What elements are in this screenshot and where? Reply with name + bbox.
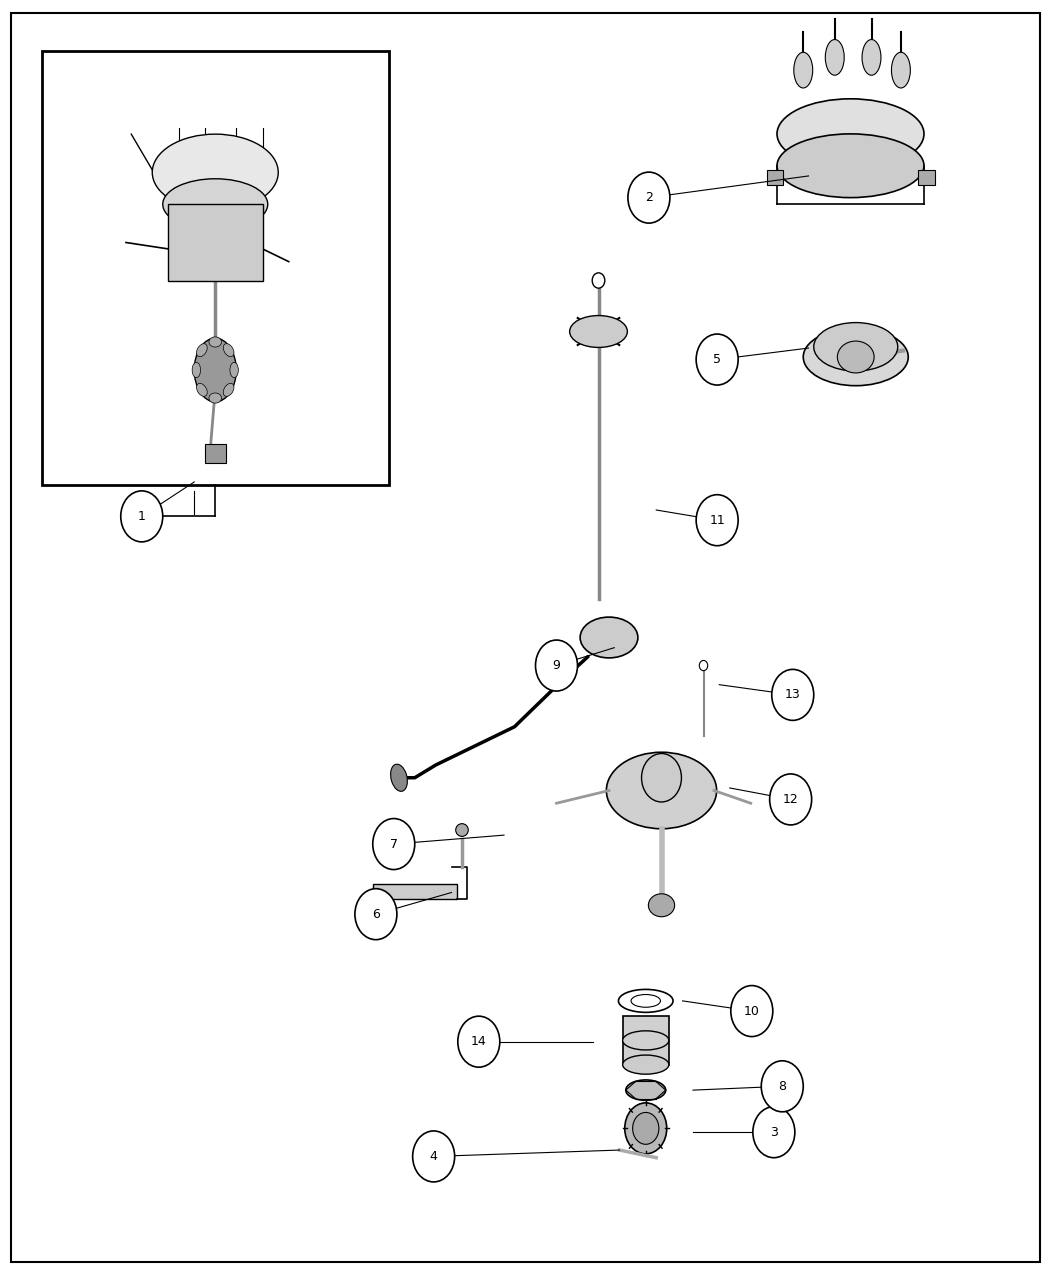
Ellipse shape [631,994,660,1007]
Ellipse shape [607,752,716,829]
Ellipse shape [632,1112,659,1145]
Ellipse shape [623,1056,669,1074]
Ellipse shape [625,1103,667,1154]
Text: 11: 11 [710,514,726,527]
Ellipse shape [192,362,201,377]
Ellipse shape [194,338,236,402]
Circle shape [628,172,670,223]
Circle shape [121,491,163,542]
Ellipse shape [391,764,407,792]
Circle shape [413,1131,455,1182]
Bar [918,170,935,185]
Ellipse shape [825,40,844,75]
Ellipse shape [581,617,638,658]
Bar [623,1016,669,1065]
Ellipse shape [196,344,207,357]
Text: 5: 5 [713,353,721,366]
Circle shape [355,889,397,940]
Text: 10: 10 [743,1005,760,1017]
Ellipse shape [626,1080,666,1100]
Ellipse shape [209,337,222,347]
Circle shape [772,669,814,720]
Ellipse shape [649,894,674,917]
Circle shape [770,774,812,825]
Ellipse shape [699,660,708,671]
Circle shape [458,1016,500,1067]
Ellipse shape [163,179,268,230]
Text: 12: 12 [782,793,798,806]
Circle shape [373,819,415,870]
Ellipse shape [224,384,234,397]
Text: 7: 7 [390,838,398,850]
Circle shape [731,986,773,1037]
Ellipse shape [224,344,234,357]
Text: 13: 13 [785,688,800,701]
Ellipse shape [777,99,924,170]
Text: 4: 4 [429,1150,438,1163]
Ellipse shape [152,134,278,210]
Bar [168,204,262,280]
Bar [373,884,457,899]
Bar [42,51,388,485]
Ellipse shape [230,362,238,377]
Text: 6: 6 [372,908,380,921]
Ellipse shape [794,52,813,88]
Ellipse shape [777,134,924,198]
Text: 8: 8 [778,1080,786,1093]
Ellipse shape [862,40,881,75]
Circle shape [696,495,738,546]
Circle shape [536,640,578,691]
Circle shape [696,334,738,385]
Ellipse shape [838,342,874,372]
Bar [766,170,783,185]
Ellipse shape [623,1030,669,1051]
Circle shape [761,1061,803,1112]
Text: 9: 9 [552,659,561,672]
Ellipse shape [642,754,681,802]
Ellipse shape [891,52,910,88]
Ellipse shape [209,393,222,403]
Ellipse shape [814,323,898,371]
Ellipse shape [456,824,468,836]
Text: 3: 3 [770,1126,778,1139]
Ellipse shape [618,989,673,1012]
Ellipse shape [803,329,908,385]
Ellipse shape [196,384,207,397]
Text: 14: 14 [470,1035,487,1048]
Ellipse shape [569,316,628,348]
Ellipse shape [592,273,605,288]
Bar [205,444,226,463]
Text: 2: 2 [645,191,653,204]
Circle shape [753,1107,795,1158]
Text: 1: 1 [138,510,146,523]
